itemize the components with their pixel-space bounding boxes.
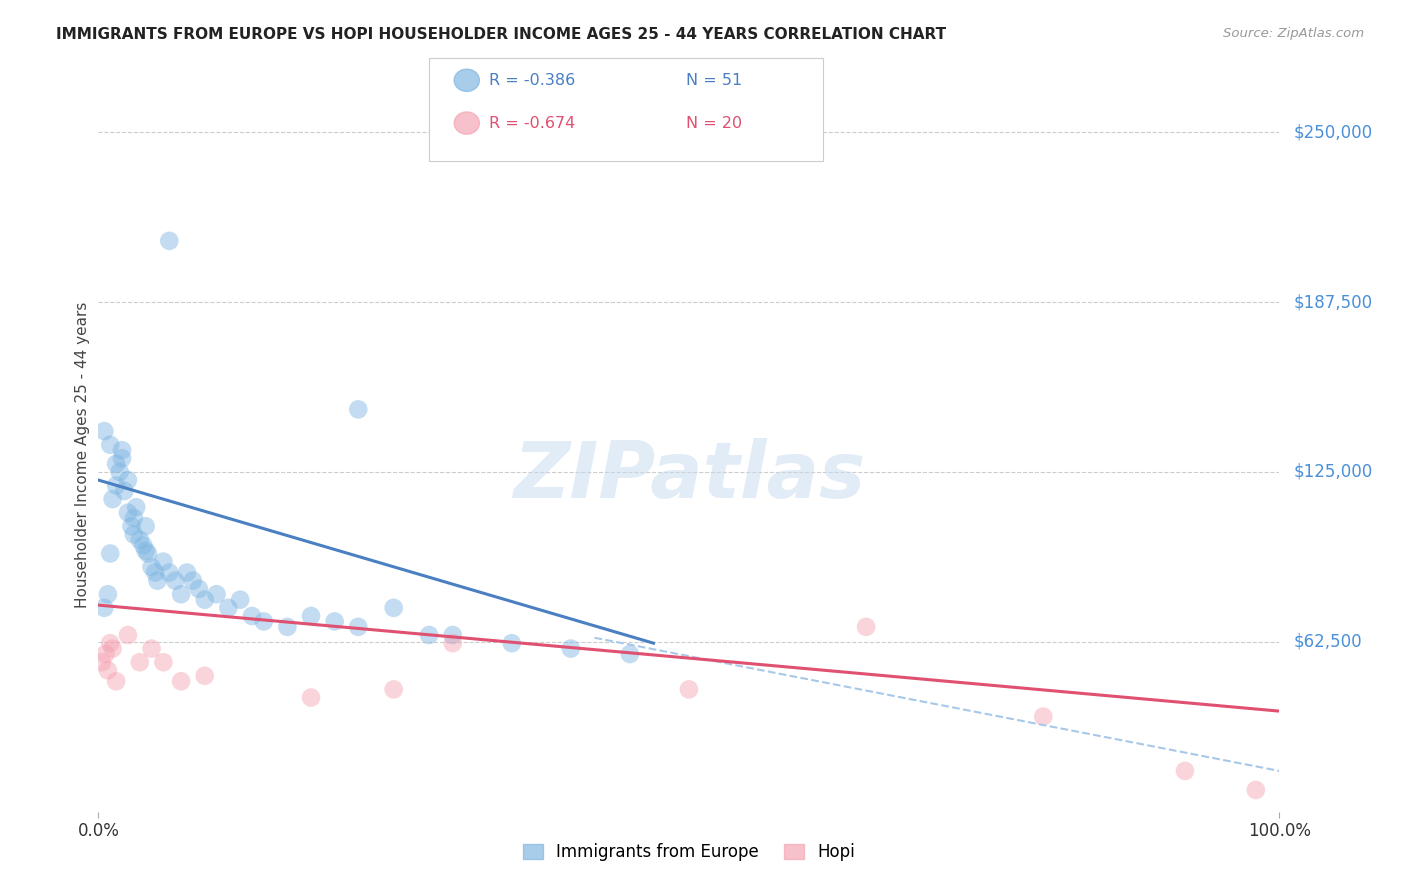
Point	[105, 478, 128, 492]
Point	[1032, 709, 1054, 723]
Point	[441, 628, 464, 642]
Point	[165, 574, 187, 588]
Point	[143, 566, 166, 580]
Point	[135, 519, 157, 533]
Point	[101, 492, 124, 507]
Point	[276, 620, 298, 634]
Point	[299, 690, 322, 705]
Point	[181, 574, 204, 588]
Point	[146, 574, 169, 588]
Point	[855, 620, 877, 634]
Point	[194, 592, 217, 607]
Point	[323, 615, 346, 629]
Point	[122, 527, 145, 541]
Point	[136, 546, 159, 560]
Point	[135, 543, 157, 558]
Point	[98, 438, 121, 452]
Point	[98, 546, 121, 560]
Point	[121, 519, 143, 533]
Point	[105, 674, 128, 689]
Point	[157, 234, 180, 248]
Text: $62,500: $62,500	[1294, 632, 1362, 651]
Legend: Immigrants from Europe, Hopi: Immigrants from Europe, Hopi	[516, 837, 862, 868]
Text: R = -0.674: R = -0.674	[489, 116, 575, 130]
Text: N = 20: N = 20	[686, 116, 742, 130]
Text: Source: ZipAtlas.com: Source: ZipAtlas.com	[1223, 27, 1364, 40]
Point	[141, 560, 163, 574]
Point	[253, 615, 276, 629]
Point	[382, 682, 405, 697]
Point	[205, 587, 228, 601]
Point	[93, 424, 115, 438]
Point	[157, 566, 180, 580]
Point	[98, 636, 121, 650]
Point	[152, 555, 174, 569]
Point	[194, 669, 217, 683]
Point	[441, 636, 464, 650]
Point	[97, 664, 120, 678]
Point	[117, 506, 139, 520]
Point	[501, 636, 523, 650]
Point	[111, 443, 134, 458]
Point	[105, 457, 128, 471]
Point	[187, 582, 209, 596]
Point	[117, 628, 139, 642]
Point	[128, 655, 150, 669]
Point	[418, 628, 440, 642]
Point	[240, 609, 263, 624]
Point	[170, 587, 193, 601]
Point	[382, 600, 405, 615]
Point	[112, 483, 135, 498]
Point	[108, 465, 131, 479]
Point	[132, 538, 155, 552]
Y-axis label: Householder Income Ages 25 - 44 years: Householder Income Ages 25 - 44 years	[75, 301, 90, 608]
Text: $187,500: $187,500	[1294, 293, 1372, 311]
Point	[347, 402, 370, 417]
Point	[125, 500, 148, 515]
Text: N = 51: N = 51	[686, 73, 742, 87]
Point	[560, 641, 582, 656]
Point	[217, 600, 239, 615]
Point	[299, 609, 322, 624]
Point	[122, 511, 145, 525]
Text: IMMIGRANTS FROM EUROPE VS HOPI HOUSEHOLDER INCOME AGES 25 - 44 YEARS CORRELATION: IMMIGRANTS FROM EUROPE VS HOPI HOUSEHOLD…	[56, 27, 946, 42]
Point	[1244, 783, 1267, 797]
Point	[176, 566, 198, 580]
Text: ZIPatlas: ZIPatlas	[513, 438, 865, 515]
Point	[170, 674, 193, 689]
Text: R = -0.386: R = -0.386	[489, 73, 575, 87]
Point	[101, 641, 124, 656]
Point	[128, 533, 150, 547]
Point	[111, 451, 134, 466]
Point	[94, 647, 117, 661]
Point	[93, 600, 115, 615]
Point	[117, 473, 139, 487]
Point	[619, 647, 641, 661]
Text: $250,000: $250,000	[1294, 123, 1372, 141]
Point	[91, 655, 114, 669]
Text: $125,000: $125,000	[1294, 463, 1372, 481]
Point	[97, 587, 120, 601]
Point	[1174, 764, 1197, 778]
Point	[229, 592, 252, 607]
Point	[347, 620, 370, 634]
Point	[152, 655, 174, 669]
Point	[141, 641, 163, 656]
Point	[678, 682, 700, 697]
